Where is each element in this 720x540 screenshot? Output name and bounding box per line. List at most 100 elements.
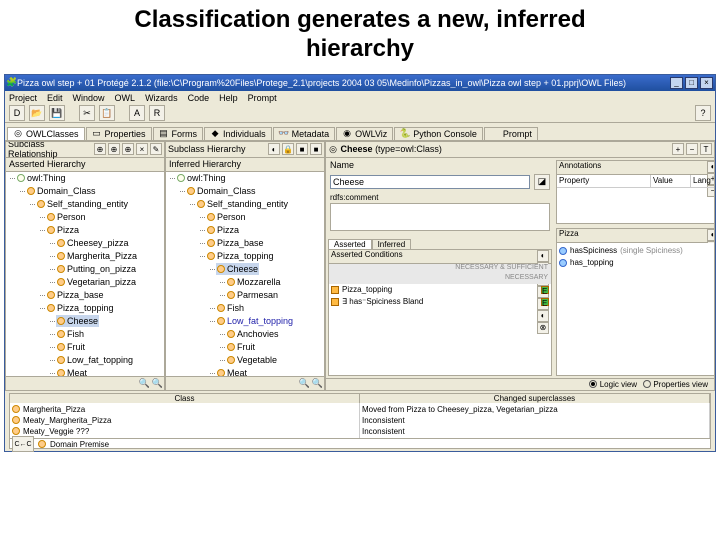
panel-tool-icon[interactable]: ⊕ [108,143,120,155]
toolbar-button[interactable]: 📋 [99,105,115,121]
tree-node[interactable]: Fruit [56,341,86,353]
toolbar-button[interactable]: 💾 [49,105,65,121]
toolbar-button[interactable]: D [9,105,25,121]
toolbar-button[interactable]: A [129,105,145,121]
toolbar-button[interactable]: 📂 [29,105,45,121]
tree-node[interactable]: Pizza_base [206,237,265,249]
tab-python console[interactable]: 🐍Python Console [394,127,483,140]
tab-owlclasses[interactable]: ◎OWLClasses [7,127,85,140]
tree-node[interactable]: Fish [56,328,85,340]
condition-item[interactable]: Pizza_topping [342,285,392,294]
panel-tool-icon[interactable]: ⊕ [94,143,106,155]
tree-node[interactable]: Low_fat_topping [216,315,294,327]
tab-metadata[interactable]: 👓Metadata [273,127,336,140]
tree-node[interactable]: Self_standing_entity [196,198,289,210]
tree-node[interactable]: Pizza_topping [46,302,115,314]
tree-node[interactable]: Meat [56,367,88,376]
foot-button[interactable]: C←C [12,436,34,452]
tab-properties[interactable]: ▭Properties [86,127,152,140]
search-icon[interactable]: 🔍 [152,378,163,389]
minimize-button[interactable]: _ [670,77,683,89]
tree-node[interactable]: Mozzarella [226,276,282,288]
tree-node[interactable]: Meat [216,367,248,376]
menu-item[interactable]: OWL [115,93,136,103]
panel-tool-icon[interactable]: ■ [296,143,308,155]
tree-node[interactable]: Vegetarian_pizza [56,276,137,288]
panel-tool-icon[interactable]: ◐ [268,143,280,155]
name-input[interactable] [330,175,530,189]
results-class-col[interactable]: Margherita_Pizza Meaty_Margherita_Pizza … [10,403,360,438]
panel-tool-icon[interactable]: ⊕ [122,143,134,155]
menu-item[interactable]: Prompt [248,93,277,103]
tab-inferred[interactable]: Inferred [372,239,412,249]
tree-node[interactable]: Cheesey_pizza [56,237,130,249]
inferred-tree[interactable]: owl:ThingDomain_ClassSelf_standing_entit… [166,172,324,376]
properties-view-radio[interactable] [643,380,651,388]
tree-node[interactable]: Margherita_Pizza [56,250,138,262]
tree-node[interactable]: Pizza [46,224,80,236]
menu-item[interactable]: Project [9,93,37,103]
tree-node[interactable]: Cheese [216,263,259,275]
tree-node[interactable]: owl:Thing [16,172,67,184]
tree-node[interactable]: Domain_Class [26,185,97,197]
menu-item[interactable]: Code [188,93,210,103]
menu-item[interactable]: Edit [47,93,63,103]
name-helper-icon[interactable]: ◪ [534,174,550,190]
cond-tool-icon[interactable]: ◐ [537,250,549,262]
panel-tool-icon[interactable]: × [136,143,148,155]
condition-item[interactable]: ∃ has⁻Spiciness Bland [342,297,423,306]
asserted-tree[interactable]: owl:ThingDomain_ClassSelf_standing_entit… [6,172,164,376]
panel-tool-icon[interactable]: T [700,143,712,155]
toolbar-button[interactable]: ✂ [79,105,95,121]
pizza-tool-icon[interactable]: ◐ [707,229,715,241]
tree-node[interactable]: Fruit [226,341,256,353]
tree-node[interactable]: Cheese [56,315,99,327]
tab-individuals[interactable]: ◆Individuals [204,127,272,140]
property-item[interactable]: hasSpiciness [570,246,617,255]
tree-node[interactable]: Low_fat_topping [56,354,134,366]
tab-prompt[interactable]: Prompt [484,127,538,140]
maximize-button[interactable]: □ [685,77,698,89]
search-icon[interactable]: 🔍 [139,378,150,389]
panel-tool-icon[interactable]: ■ [310,143,322,155]
conditions-list[interactable]: NECESSARY & SUFFICIENT NECESSARY Pizza_t… [329,264,551,375]
property-item[interactable]: has_topping [570,258,614,267]
tree-node[interactable]: Person [46,211,87,223]
tree-node[interactable]: Fish [216,302,245,314]
tree-node[interactable]: Putting_on_pizza [56,263,137,275]
annotations-table[interactable]: Property Value Lang [557,175,715,188]
class-icon [12,416,20,424]
panel-tool-icon[interactable]: − [686,143,698,155]
app-icon: 🧩 [7,78,17,88]
panel-tool-icon[interactable]: + [672,143,684,155]
menu-item[interactable]: Window [73,93,105,103]
class-icon [227,330,235,338]
tree-node[interactable]: Domain_Class [186,185,257,197]
close-button[interactable]: × [700,77,713,89]
tree-node[interactable]: Parmesan [226,289,279,301]
panel-tool-icon[interactable]: 🔒 [282,143,294,155]
tree-node[interactable]: Pizza_base [46,289,105,301]
tab-forms[interactable]: ▤Forms [153,127,204,140]
toolbar-button[interactable]: R [149,105,165,121]
comment-textarea[interactable] [330,203,550,231]
search-icon[interactable]: 🔍 [299,378,310,389]
tree-node[interactable]: Pizza [206,224,240,236]
menu-item[interactable]: Wizards [145,93,178,103]
search-icon[interactable]: 🔍 [312,378,323,389]
menu-item[interactable]: Help [219,93,238,103]
toolbar-help-icon[interactable]: ? [695,105,711,121]
tab-owlviz[interactable]: ◉OWLViz [336,127,393,140]
tree-node[interactable]: Person [206,211,247,223]
logic-view-radio[interactable] [589,380,597,388]
tree-node[interactable]: Anchovies [226,328,280,340]
tree-node[interactable]: Pizza_topping [206,250,275,262]
panel-tool-icon[interactable]: ✎ [150,143,162,155]
annot-tool-icon[interactable]: ◐ [707,161,715,173]
results-changed-col[interactable]: Moved from Pizza to Cheesey_pizza, Veget… [360,403,710,438]
properties-list[interactable]: hasSpiciness (single Spiciness) has_topp… [557,243,715,375]
tree-node[interactable]: owl:Thing [176,172,227,184]
tab-asserted[interactable]: Asserted [328,239,372,249]
tree-node[interactable]: Vegetable [226,354,278,366]
tree-node[interactable]: Self_standing_entity [36,198,129,210]
